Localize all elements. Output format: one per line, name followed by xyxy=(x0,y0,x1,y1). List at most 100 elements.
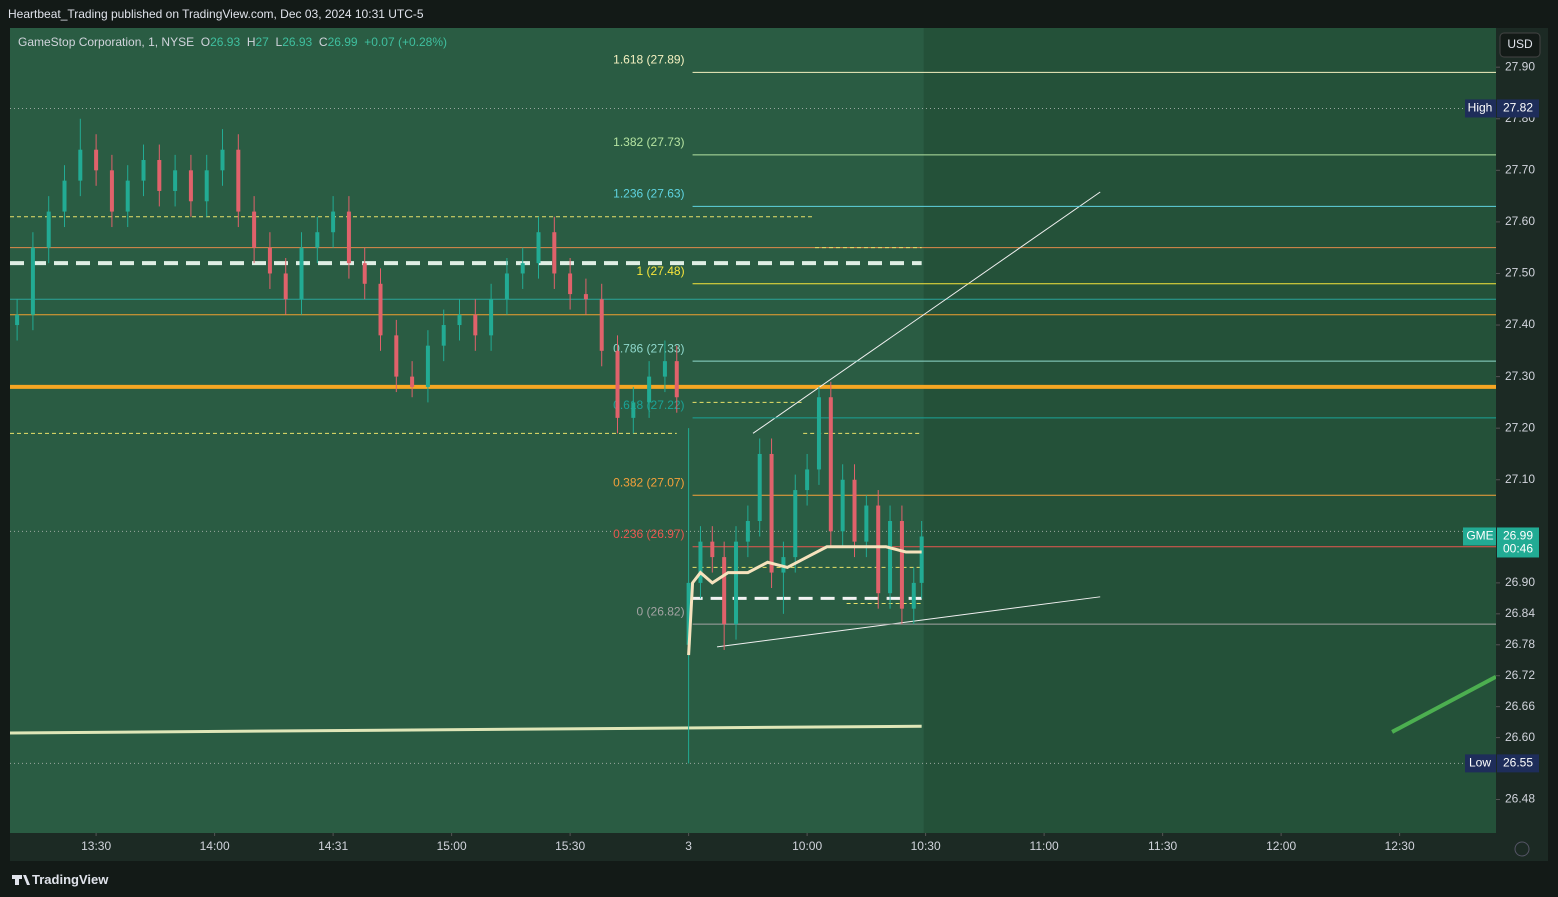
drawing-line xyxy=(1391,674,1496,734)
candle-body xyxy=(362,263,367,284)
candle-body xyxy=(30,247,35,315)
y-tick-label: 27.70 xyxy=(1505,163,1535,177)
header: Heartbeat_Trading published on TradingVi… xyxy=(8,7,424,21)
candle-body xyxy=(15,314,20,326)
h-label: H xyxy=(246,35,256,49)
x-tick-label: 14:00 xyxy=(200,839,230,853)
candle-body xyxy=(346,211,351,264)
candle-body xyxy=(173,170,178,191)
vwap-line xyxy=(687,545,922,656)
candle-body xyxy=(220,149,225,171)
y-tick-label: 26.48 xyxy=(1505,792,1535,806)
candle-body xyxy=(769,453,774,573)
candle-body xyxy=(394,335,399,377)
y-tick-label: 27.60 xyxy=(1505,214,1535,228)
fib-label: 0.382 (27.07) xyxy=(613,475,684,489)
candle-body xyxy=(441,325,446,346)
future-area xyxy=(923,28,1496,833)
candle-body xyxy=(647,376,652,403)
auto-scale[interactable] xyxy=(1514,841,1530,857)
candle-body xyxy=(188,170,193,202)
candle-body xyxy=(267,247,272,274)
candle-body xyxy=(919,536,924,583)
candle-body xyxy=(662,361,667,377)
low: 26.93 xyxy=(282,35,313,49)
x-tick-label: 11:00 xyxy=(1030,839,1059,853)
candle-body xyxy=(473,314,478,336)
candle-body xyxy=(62,180,67,212)
candle-body xyxy=(552,232,557,274)
candle-body xyxy=(852,479,857,542)
candle-body xyxy=(520,263,525,274)
candle-body xyxy=(686,582,691,645)
last-price-label-box xyxy=(1463,527,1496,546)
last-price-symbol: GME xyxy=(1466,529,1493,543)
candle-body xyxy=(698,541,703,583)
y-tick-label: 27.90 xyxy=(1505,59,1535,73)
badge-value-box xyxy=(1497,754,1539,773)
logo xyxy=(12,875,30,885)
candle-body xyxy=(236,149,241,212)
candle-body xyxy=(204,170,209,202)
symbol: GameStop Corporation, 1, NYSE xyxy=(18,35,195,49)
fib-label: 0.236 (26.97) xyxy=(613,527,684,541)
candle-body xyxy=(46,211,51,248)
candle-body xyxy=(734,541,739,625)
candle-body xyxy=(674,361,679,398)
fib-label: 0 (26.82) xyxy=(637,604,685,618)
badge-value-box xyxy=(1497,99,1539,118)
badge-label: High xyxy=(1468,101,1493,115)
fib-label: 0.786 (27.33) xyxy=(613,341,684,355)
time-axis xyxy=(10,833,1548,861)
candle-body xyxy=(911,582,916,609)
close: 26.99 xyxy=(327,35,358,49)
badge-value: 27.82 xyxy=(1503,101,1533,115)
l-label: L xyxy=(275,35,283,49)
y-tick-label: 26.84 xyxy=(1505,606,1535,620)
legend: GameStop Corporation, 1, NYSE O26.93 H27… xyxy=(18,35,447,49)
y-tick-label: 26.66 xyxy=(1505,699,1535,713)
candle-body xyxy=(793,490,798,558)
candle-body xyxy=(489,299,494,336)
candle-body xyxy=(94,149,99,171)
candle-body xyxy=(125,180,130,212)
y-tick-label: 27.40 xyxy=(1505,317,1535,331)
y-tick-label: 27.50 xyxy=(1505,266,1535,280)
candle-body xyxy=(631,402,636,418)
candle-body xyxy=(504,273,509,300)
badge-value: 26.55 xyxy=(1503,756,1533,770)
candle-body xyxy=(599,299,604,351)
candle-body xyxy=(410,376,415,387)
candle-body xyxy=(816,397,821,470)
y-tick-label: 26.72 xyxy=(1505,668,1535,682)
candle-body xyxy=(864,505,869,542)
candle-body xyxy=(536,232,541,264)
fib-label: 1.236 (27.63) xyxy=(613,187,684,201)
candle-body xyxy=(876,505,881,594)
candle-body xyxy=(899,521,904,609)
x-tick-label: 14:31 xyxy=(318,839,348,853)
badge-label-box xyxy=(1465,99,1496,118)
badge-label-box xyxy=(1465,754,1496,773)
y-tick-label: 27.30 xyxy=(1505,369,1535,383)
currency-button[interactable] xyxy=(1499,32,1541,58)
candle-body xyxy=(710,541,715,558)
candle-body xyxy=(425,345,430,387)
candle-body xyxy=(378,283,383,336)
candle-body xyxy=(888,521,893,594)
candle-body xyxy=(315,232,320,248)
candle-body xyxy=(722,557,727,625)
candle-body xyxy=(805,469,810,491)
change: +0.07 (+0.28%) xyxy=(364,35,448,49)
currency: USD xyxy=(1507,37,1533,51)
candle-body xyxy=(840,479,845,532)
candle-body xyxy=(331,211,336,233)
drawing-line xyxy=(716,596,1101,648)
candle-body xyxy=(745,521,750,542)
badge-label: Low xyxy=(1469,756,1491,770)
x-tick-label: 10:00 xyxy=(792,839,822,853)
candle-body xyxy=(157,160,162,191)
countdown: 00:46 xyxy=(1503,542,1533,556)
y-tick-label: 26.78 xyxy=(1505,637,1535,651)
